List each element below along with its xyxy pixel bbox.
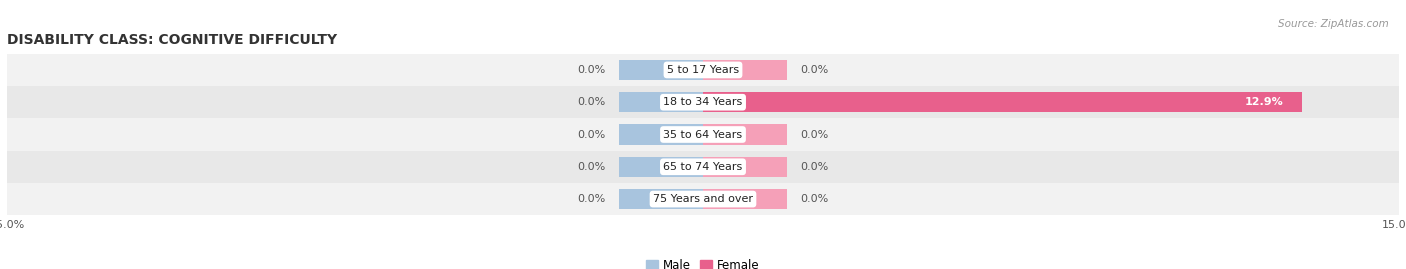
Bar	[703, 60, 786, 80]
Bar	[620, 189, 703, 209]
Text: 65 to 74 Years: 65 to 74 Years	[664, 162, 742, 172]
Text: 12.9%: 12.9%	[1244, 97, 1282, 107]
Text: 18 to 34 Years: 18 to 34 Years	[664, 97, 742, 107]
Text: 0.0%: 0.0%	[578, 194, 606, 204]
Bar	[7, 86, 1399, 118]
Text: 0.0%: 0.0%	[578, 97, 606, 107]
Bar	[703, 92, 1302, 112]
Text: 35 to 64 Years: 35 to 64 Years	[664, 129, 742, 140]
Bar	[703, 189, 786, 209]
Text: 0.0%: 0.0%	[800, 65, 828, 75]
Bar	[620, 92, 703, 112]
Text: 75 Years and over: 75 Years and over	[652, 194, 754, 204]
Text: 0.0%: 0.0%	[800, 129, 828, 140]
Bar	[620, 60, 703, 80]
Text: 0.0%: 0.0%	[800, 194, 828, 204]
Text: 0.0%: 0.0%	[800, 162, 828, 172]
Bar	[620, 125, 703, 144]
Bar	[703, 157, 786, 177]
Text: 0.0%: 0.0%	[578, 162, 606, 172]
Bar	[7, 183, 1399, 215]
Text: 0.0%: 0.0%	[578, 129, 606, 140]
Text: 0.0%: 0.0%	[578, 65, 606, 75]
Bar	[7, 151, 1399, 183]
Text: Source: ZipAtlas.com: Source: ZipAtlas.com	[1278, 19, 1389, 29]
Bar	[7, 118, 1399, 151]
Text: 5 to 17 Years: 5 to 17 Years	[666, 65, 740, 75]
Legend: Male, Female: Male, Female	[641, 255, 765, 269]
Bar	[7, 54, 1399, 86]
Text: DISABILITY CLASS: COGNITIVE DIFFICULTY: DISABILITY CLASS: COGNITIVE DIFFICULTY	[7, 33, 337, 47]
Bar	[703, 125, 786, 144]
Bar	[620, 157, 703, 177]
